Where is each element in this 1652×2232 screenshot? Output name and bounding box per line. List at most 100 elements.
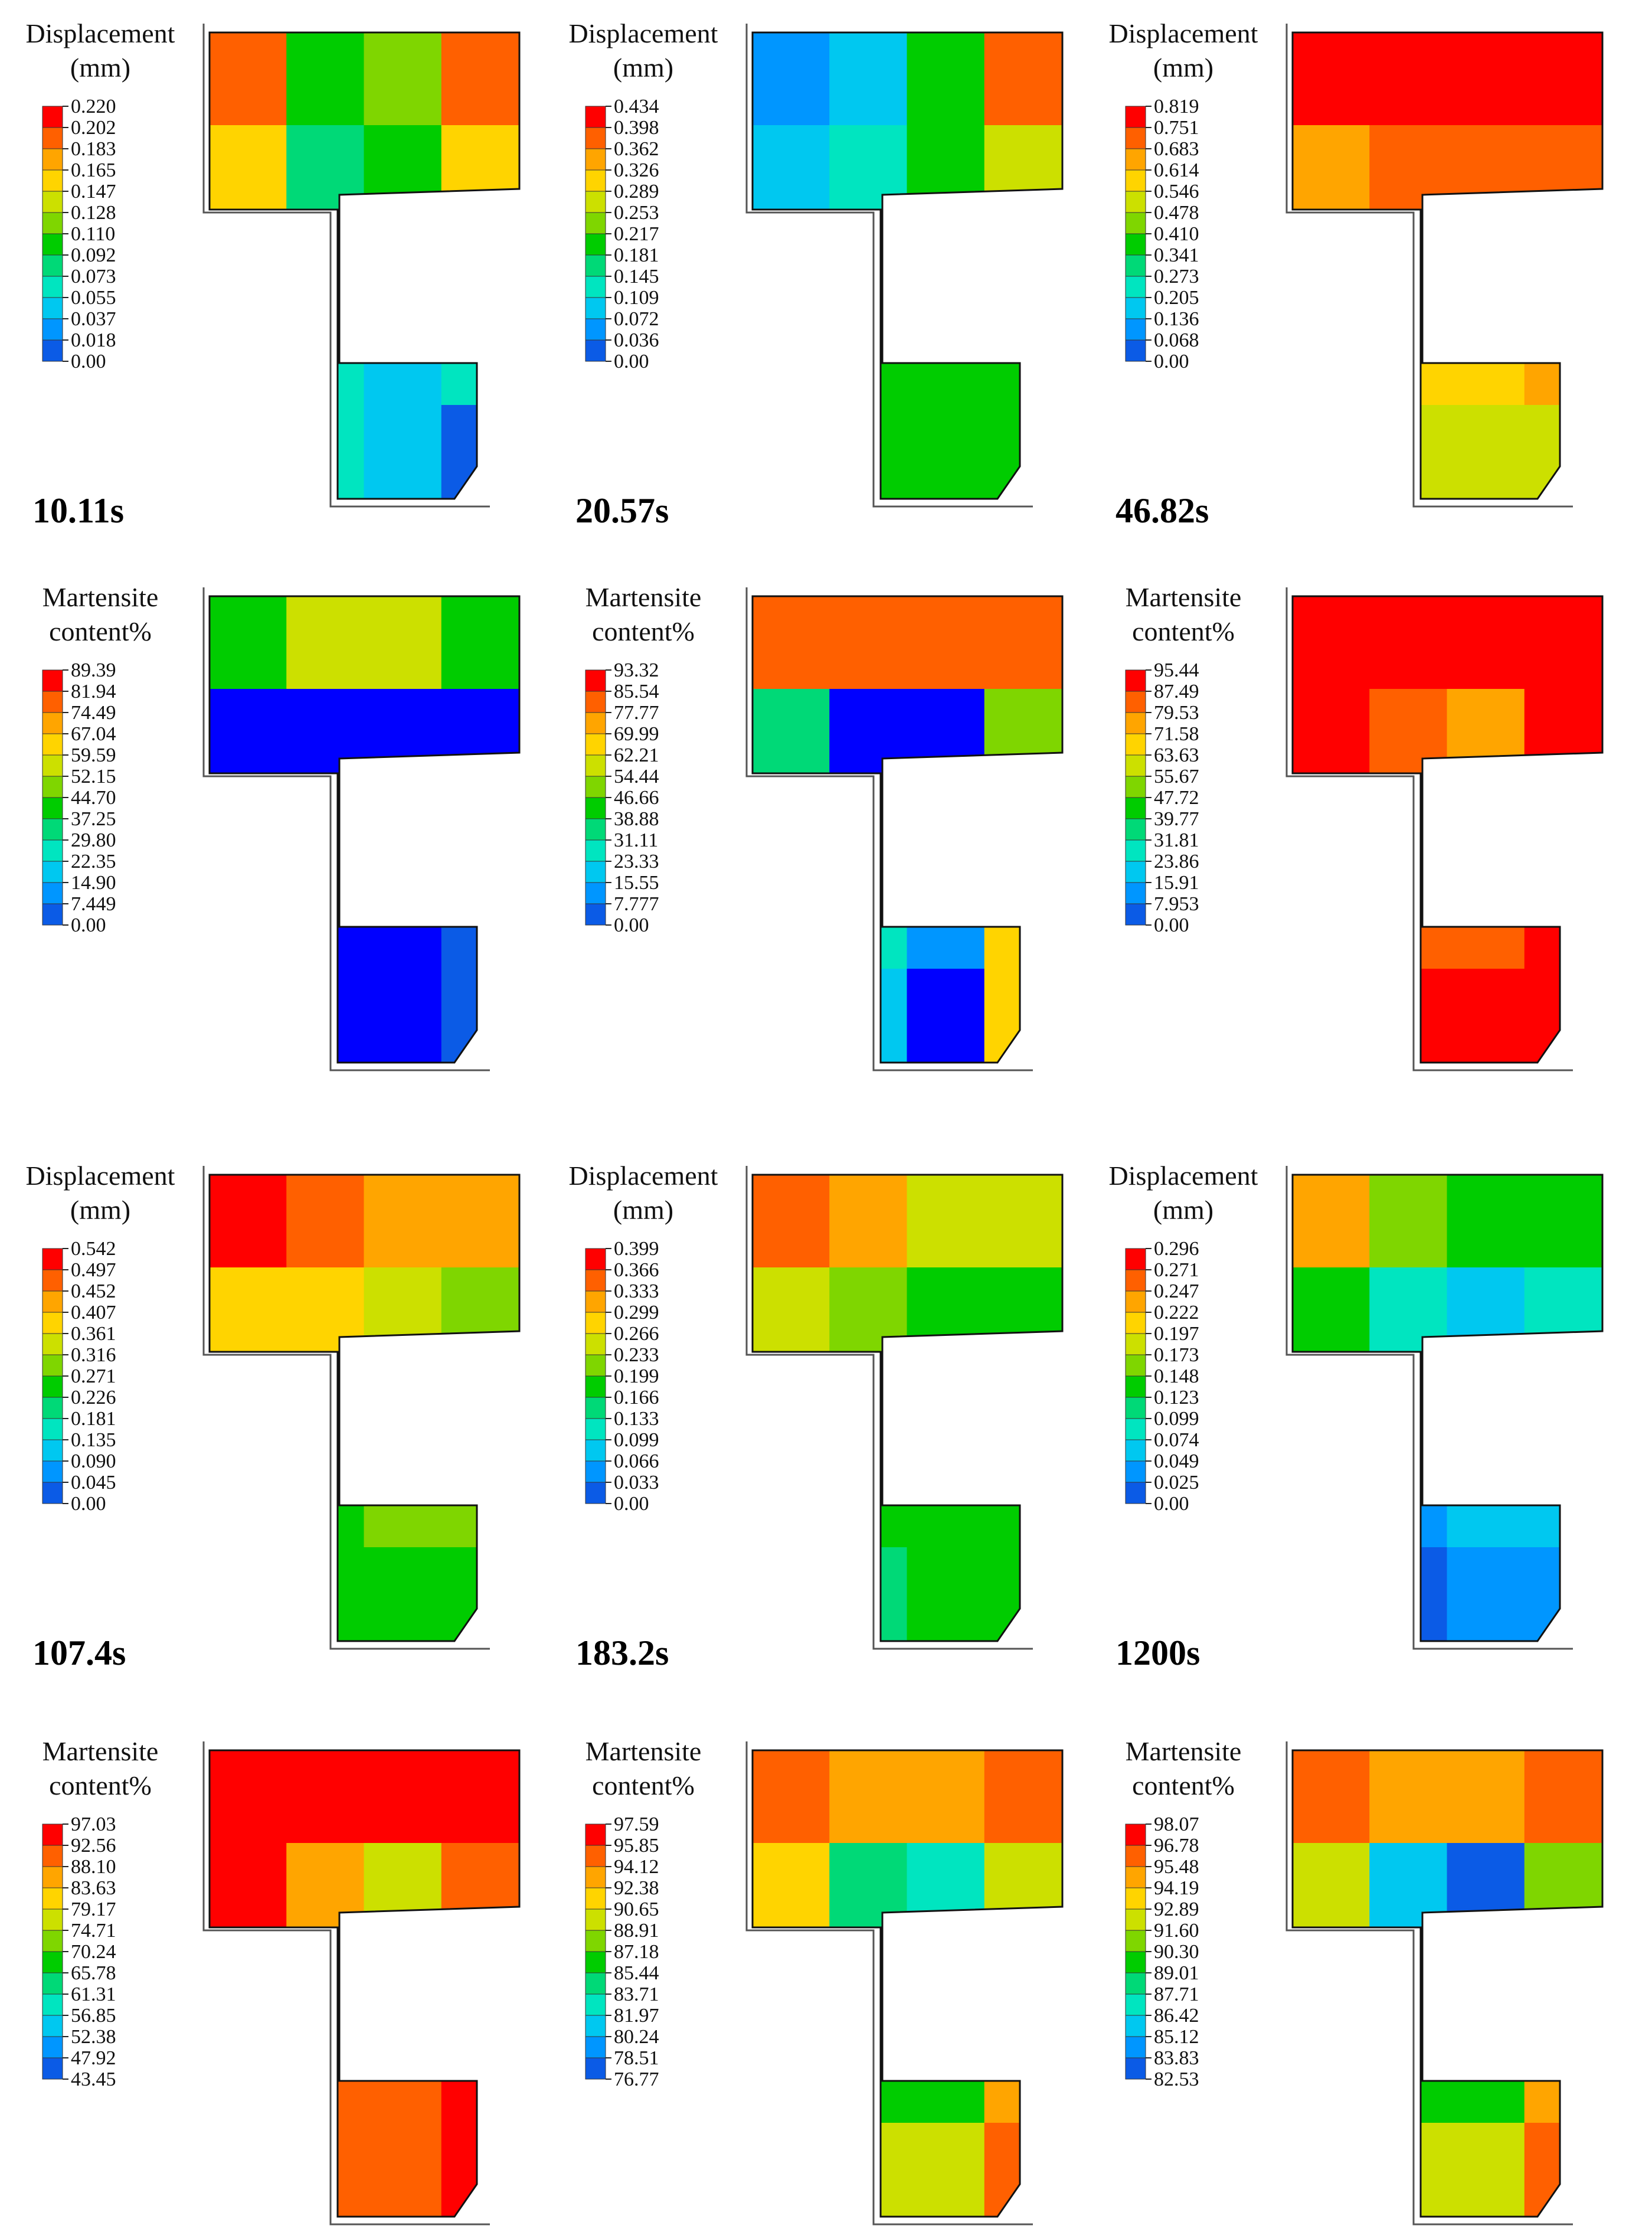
legend-tick-label: 0.326 xyxy=(614,159,659,181)
legend-tick-label: 85.12 xyxy=(1154,2026,1199,2048)
legend-swatch xyxy=(585,318,606,341)
legend-tick-label: 0.341 xyxy=(1154,244,1199,266)
legend-swatch xyxy=(42,2036,63,2058)
contour-field xyxy=(753,32,1062,499)
legend-swatch xyxy=(42,127,63,149)
legend-swatch xyxy=(585,776,606,798)
contour-cell xyxy=(210,1267,288,1362)
contour-cell xyxy=(1293,1750,1371,1844)
legend-swatch xyxy=(1125,712,1146,734)
legend-title: (mm) xyxy=(613,1195,673,1225)
contour-cell xyxy=(753,405,831,499)
contour-cell xyxy=(1447,689,1526,783)
legend-tick-label: 0.133 xyxy=(614,1408,659,1430)
legend-tick-label: 89.01 xyxy=(1154,1962,1199,1984)
legend-swatch xyxy=(1125,903,1146,926)
legend-swatch xyxy=(42,1312,63,1334)
legend-tick-label: 0.135 xyxy=(71,1429,116,1451)
contour-field xyxy=(753,1175,1062,1641)
legend-tick-label: 44.70 xyxy=(71,787,116,809)
legend-tick-label: 83.63 xyxy=(71,1877,116,1899)
legend-swatch xyxy=(42,733,63,756)
legend-tick-label: 7.953 xyxy=(1154,893,1199,915)
legend-tick-label: 88.91 xyxy=(614,1920,659,1942)
legend-swatch xyxy=(585,1290,606,1313)
legend-swatch xyxy=(1125,212,1146,234)
legend-title: content% xyxy=(592,1770,695,1800)
contour-cell xyxy=(1369,2123,1448,2217)
legend-tick-label: 0.145 xyxy=(614,266,659,287)
contour-cell xyxy=(286,596,365,690)
contour-cell xyxy=(753,875,831,970)
contour-cell xyxy=(210,1750,288,1844)
legend-swatch xyxy=(42,754,63,777)
contour-cell xyxy=(753,1750,831,1844)
legend-tick-label: 0.00 xyxy=(71,914,106,936)
contour-cell xyxy=(441,2123,519,2217)
legend-tick-label: 92.38 xyxy=(614,1877,659,1899)
contour-cell xyxy=(1524,312,1602,406)
contour-cell xyxy=(1447,875,1526,970)
contour-cell xyxy=(829,1454,908,1548)
legend-tick-label: 0.233 xyxy=(614,1344,659,1366)
part-outline xyxy=(751,31,1064,500)
legend-swatch xyxy=(42,297,63,319)
legend-tick-label: 97.59 xyxy=(614,1813,659,1835)
mold-boundary-line xyxy=(745,587,1033,1071)
contour-cell xyxy=(829,1936,908,2031)
legend-swatch xyxy=(585,169,606,192)
part-outline xyxy=(1291,595,1604,1064)
legend-swatch xyxy=(1125,1866,1146,1888)
legend-tick-label: 80.24 xyxy=(614,2026,659,2048)
legend-tick-label: 87.49 xyxy=(1154,681,1199,702)
legend-swatch xyxy=(585,1397,606,1419)
contour-field xyxy=(210,1175,519,1641)
contour-panel: Martensite content% 98.0796.7895.4894.1992… xyxy=(1125,1736,1604,2226)
contour-cell xyxy=(1293,1175,1371,1269)
contour-cell xyxy=(1293,125,1371,220)
legend-tick-label: 98.07 xyxy=(1154,1813,1199,1835)
contour-field xyxy=(210,1750,519,2217)
legend-tick-label: 0.253 xyxy=(614,202,659,224)
legend-swatch xyxy=(42,797,63,819)
legend-tick-label: 96.78 xyxy=(1154,1835,1199,1857)
contour-cell xyxy=(829,689,908,783)
legend-tick-label: 0.197 xyxy=(1154,1323,1199,1345)
contour-cell xyxy=(1369,596,1448,690)
legend-title: (mm) xyxy=(70,53,130,83)
legend-tick-label: 0.055 xyxy=(71,287,116,309)
contour-cell xyxy=(1524,1936,1602,2031)
time-label: 1200s xyxy=(1115,1633,1200,1672)
time-label: 20.57s xyxy=(575,491,669,530)
legend-swatch xyxy=(1125,148,1146,171)
time-label: 107.4s xyxy=(32,1633,126,1672)
legend-swatch xyxy=(42,2015,63,2037)
contour-cell xyxy=(984,782,1062,877)
contour-cell xyxy=(984,1267,1062,1362)
contour-cell xyxy=(984,1750,1062,1844)
contour-cell xyxy=(364,405,443,499)
contour-cell xyxy=(907,1843,986,1937)
legend-tick-label: 0.00 xyxy=(1154,351,1189,372)
contour-cell xyxy=(364,312,443,406)
legend-tick-label: 0.205 xyxy=(1154,287,1199,309)
legend-tick-label: 0.00 xyxy=(614,914,649,936)
legend-tick-label: 0.452 xyxy=(71,1280,116,1302)
legend-tick-label: 54.44 xyxy=(614,766,659,787)
contour-cell xyxy=(364,689,443,783)
legend-tick-label: 0.183 xyxy=(71,138,116,160)
contour-cell xyxy=(364,1361,443,1455)
contour-panel: Displacement (mm) 0.8190.7510.6830.6140.54… xyxy=(1109,18,1604,508)
legend-tick-label: 74.49 xyxy=(71,702,116,724)
legend-tick-label: 0.434 xyxy=(614,96,659,117)
contour-cell xyxy=(1524,875,1602,970)
legend-title: (mm) xyxy=(1153,53,1213,83)
legend-swatch xyxy=(1125,2057,1146,2080)
contour-cell xyxy=(829,125,908,220)
legend-swatch xyxy=(1125,797,1146,819)
contour-cell xyxy=(1293,2030,1371,2124)
contour-cell xyxy=(286,32,365,126)
legend-swatch xyxy=(1125,1887,1146,1910)
contour-cell xyxy=(210,1361,288,1455)
contour-cell xyxy=(753,125,831,220)
